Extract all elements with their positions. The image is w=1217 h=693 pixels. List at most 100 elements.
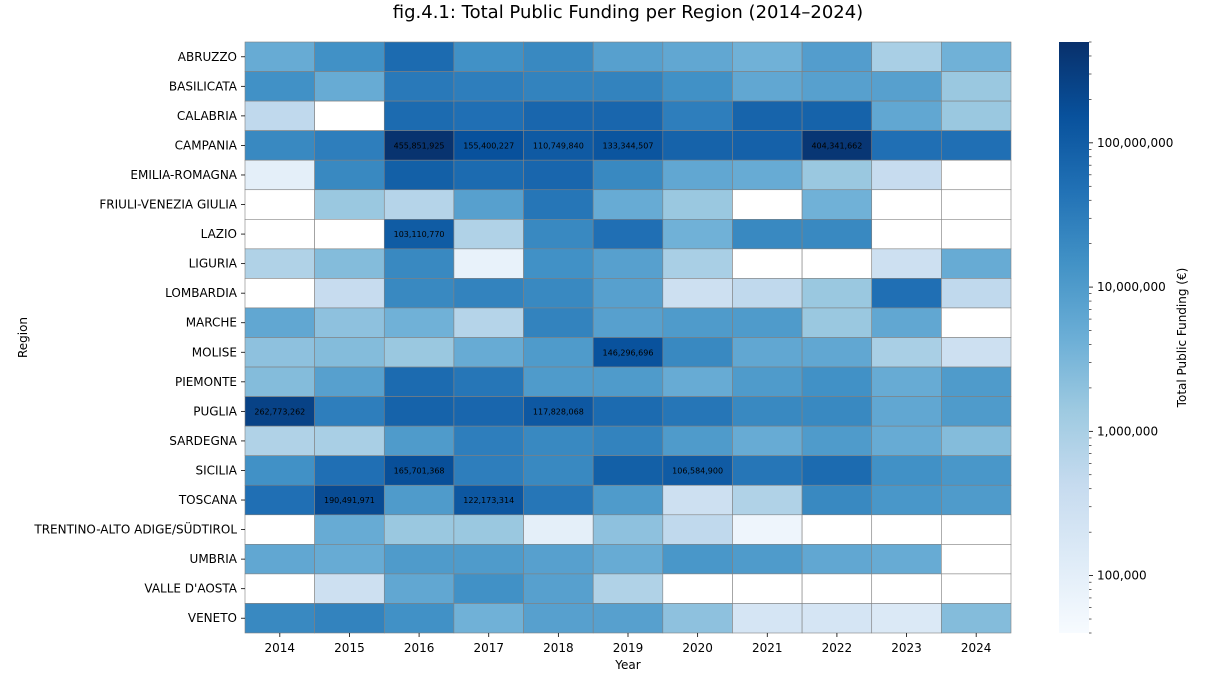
heatmap-cell <box>941 396 1012 427</box>
heatmap-cell <box>523 455 594 486</box>
heatmap-cell <box>592 484 664 516</box>
cell-value-label: 146,296,696 <box>603 348 654 357</box>
heatmap-cell <box>523 514 594 545</box>
heatmap-cell <box>732 514 803 545</box>
cell-value-label: 103,110,770 <box>394 230 445 239</box>
heatmap-cell <box>314 307 385 338</box>
heatmap-cell <box>941 425 1012 456</box>
heatmap-cell <box>314 425 385 456</box>
heatmap-cell <box>314 544 385 575</box>
heatmap-cell <box>592 159 664 191</box>
heatmap-cell <box>244 307 315 338</box>
y-tick-label: LOMBARDIA <box>165 286 238 300</box>
heatmap-cell <box>801 219 873 250</box>
heatmap-cell <box>871 425 942 456</box>
heatmap-cell <box>314 484 385 516</box>
heatmap-cell <box>941 219 1012 250</box>
colorbar-tick-label: 100,000,000 <box>1097 136 1173 150</box>
heatmap-cell <box>453 307 524 338</box>
heatmap-cell <box>941 159 1012 191</box>
heatmap-cell <box>314 366 385 397</box>
heatmap-cell <box>383 189 455 220</box>
heatmap-cell <box>523 337 594 368</box>
heatmap-cell <box>732 41 803 72</box>
heatmap-cell <box>662 425 733 456</box>
x-tick-label: 2018 <box>543 641 574 655</box>
heatmap-cell <box>592 514 664 545</box>
heatmap-cell <box>453 71 524 102</box>
y-tick-label: TOSCANA <box>178 493 238 507</box>
heatmap-cell <box>871 189 942 220</box>
heatmap-cell <box>592 455 664 486</box>
heatmap-cell <box>244 159 315 191</box>
heatmap-cell <box>871 307 942 338</box>
heatmap-cell <box>383 41 455 72</box>
heatmap-cell <box>662 366 733 397</box>
heatmap-cell <box>453 41 524 72</box>
heatmap-cell <box>314 130 385 161</box>
heatmap-cell <box>314 278 385 309</box>
heatmap-cell <box>592 603 664 634</box>
heatmap-cell <box>523 100 594 131</box>
heatmap-cell <box>941 189 1012 220</box>
cell-value-label: 106,584,900 <box>672 466 723 475</box>
heatmap-cell <box>941 248 1012 279</box>
heatmap-cell <box>871 603 942 634</box>
heatmap-cell <box>662 544 733 575</box>
heatmap-cell <box>732 219 803 250</box>
x-tick-label: 2016 <box>404 641 435 655</box>
y-tick-label: FRIULI-VENEZIA GIULIA <box>99 198 237 212</box>
heatmap-cell <box>871 248 942 279</box>
heatmap-cell <box>732 159 803 191</box>
heatmap-cell <box>592 41 664 72</box>
y-tick-label: PUGLIA <box>193 404 238 418</box>
heatmap-cell <box>523 366 594 397</box>
heatmap-cell <box>801 514 873 545</box>
heatmap-cell <box>523 396 594 427</box>
heatmap-cell <box>662 514 733 545</box>
heatmap-cell <box>732 425 803 456</box>
heatmap-cell <box>732 337 803 368</box>
y-tick-label: CAMPANIA <box>175 138 238 152</box>
colorbar: 100,000 1,000,000 10,000,000 100,000,000 Tot… <box>1059 41 1189 634</box>
heatmap-cell <box>871 573 942 604</box>
heatmap-cell <box>941 544 1012 575</box>
heatmap-cell <box>732 307 803 338</box>
heatmap-cell <box>244 41 315 72</box>
heatmap-cell <box>662 248 733 279</box>
heatmap-cell <box>314 603 385 634</box>
heatmap-cell <box>453 278 524 309</box>
heatmap-cell <box>871 71 942 102</box>
heatmap-cell <box>662 455 733 486</box>
heatmap-cell <box>244 396 315 427</box>
heatmap-cell <box>453 514 524 545</box>
cell-value-label: 110,749,840 <box>533 141 584 150</box>
heatmap-cells: 455,851,925 155,400,227 110,749,840 133,344… <box>244 41 1012 634</box>
heatmap-cell <box>453 396 524 427</box>
x-tick-label: 2023 <box>891 641 922 655</box>
heatmap-cell <box>244 544 315 575</box>
heatmap-cell <box>592 189 664 220</box>
heatmap-cell <box>941 278 1012 309</box>
heatmap-cell <box>941 100 1012 131</box>
heatmap-cell <box>523 71 594 102</box>
cell-value-label: 122,173,314 <box>463 496 514 505</box>
heatmap-cell <box>314 159 385 191</box>
heatmap-cell <box>732 100 803 131</box>
heatmap-cell <box>871 41 942 72</box>
heatmap-cell <box>592 71 664 102</box>
heatmap-cell <box>801 189 873 220</box>
heatmap-cell <box>801 307 873 338</box>
heatmap-cell <box>662 484 733 516</box>
cell-value-label: 117,828,068 <box>533 407 584 416</box>
heatmap-cell <box>871 514 942 545</box>
x-tick-label: 2024 <box>961 641 992 655</box>
x-tick-label: 2020 <box>682 641 713 655</box>
heatmap-cell <box>523 307 594 338</box>
y-tick-label: BASILICATA <box>169 79 238 93</box>
heatmap-cell <box>662 189 733 220</box>
column-labels: 2014 2015 2016 2017 2018 2019 2020 2021 2022 2023… <box>265 633 992 655</box>
heatmap-cell <box>314 514 385 545</box>
heatmap-cell <box>871 544 942 575</box>
heatmap-cell <box>662 573 733 604</box>
